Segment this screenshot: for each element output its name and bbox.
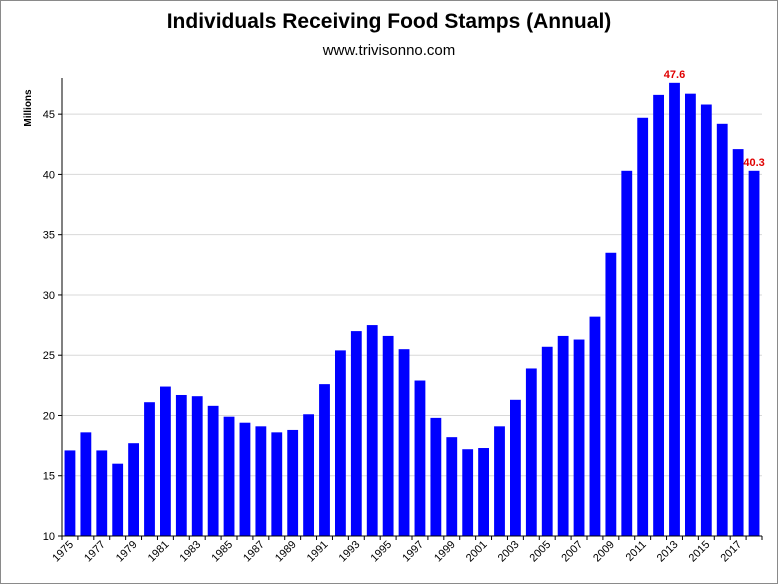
bar-2004 xyxy=(525,368,537,536)
bar-1988 xyxy=(271,432,283,536)
data-label-2013: 47.6 xyxy=(664,69,685,81)
x-tick-label-1987: 1987 xyxy=(241,539,267,565)
bar-2000 xyxy=(462,449,474,536)
x-tick-label-1995: 1995 xyxy=(368,539,394,565)
x-tick-label-2005: 2005 xyxy=(528,539,554,565)
data-labels: 47.6 40.3 xyxy=(664,69,765,169)
bar-1991 xyxy=(319,384,330,536)
bar-2018 xyxy=(748,170,760,536)
x-tick-label-1985: 1985 xyxy=(209,539,235,565)
bar-1987 xyxy=(255,426,267,536)
bar-2002 xyxy=(494,426,505,536)
bar-2011 xyxy=(637,117,649,536)
x-tick-label-2009: 2009 xyxy=(591,539,617,565)
bar-1980 xyxy=(144,402,155,536)
x-tick-label-1981: 1981 xyxy=(146,539,172,565)
bar-1994 xyxy=(366,325,378,536)
x-ticks: 1975 1977 1979 1981 1983 1985 1987 1989 1991 1993… xyxy=(50,536,763,565)
y-tick-label-10: 10 xyxy=(43,531,55,543)
bar-2017 xyxy=(732,149,744,536)
bar-1981 xyxy=(160,386,171,536)
x-tick-label-2011: 2011 xyxy=(624,539,649,564)
x-tick-label-1999: 1999 xyxy=(432,539,458,565)
y-tick-label-20: 20 xyxy=(43,410,55,422)
y-tick-label-30: 30 xyxy=(43,290,55,302)
bar-2009 xyxy=(605,252,617,536)
x-tick-label-2017: 2017 xyxy=(718,539,744,565)
bar-1978 xyxy=(112,463,124,536)
bar-2016 xyxy=(716,123,728,537)
bar-2012 xyxy=(653,94,664,536)
bar-2007 xyxy=(573,339,585,536)
bar-1997 xyxy=(414,380,426,536)
x-tick-label-1977: 1977 xyxy=(82,539,108,565)
bar-1985 xyxy=(223,416,235,536)
bar-1996 xyxy=(398,349,410,536)
y-axis-label: Millions xyxy=(23,89,34,127)
bar-2015 xyxy=(700,104,712,536)
bar-1979 xyxy=(128,443,139,536)
y-tick-label-15: 15 xyxy=(43,471,55,483)
bar-2010 xyxy=(621,170,633,536)
bar-2008 xyxy=(589,316,601,536)
y-tick-label-40: 40 xyxy=(43,169,55,181)
bar-1992 xyxy=(335,350,346,536)
x-tick-label-1983: 1983 xyxy=(178,539,204,565)
y-tick-label-35: 35 xyxy=(43,230,55,242)
bar-1977 xyxy=(96,450,108,536)
bar-1998 xyxy=(430,417,442,536)
x-tick-label-2001: 2001 xyxy=(464,539,490,565)
bar-2005 xyxy=(541,346,553,536)
bar-2006 xyxy=(557,335,569,536)
bar-2013 xyxy=(669,82,680,537)
bar-1983 xyxy=(191,396,203,536)
x-tick-label-1979: 1979 xyxy=(114,539,140,565)
bar-1989 xyxy=(287,429,299,536)
chart-title: Individuals Receiving Food Stamps (Annua… xyxy=(166,10,612,33)
bar-1993 xyxy=(350,331,362,536)
x-tick-label-1993: 1993 xyxy=(337,539,363,565)
x-tick-label-2015: 2015 xyxy=(687,539,713,565)
x-tick-label-2007: 2007 xyxy=(559,539,585,565)
bar-1975 xyxy=(64,450,76,536)
bar-1999 xyxy=(446,437,458,536)
data-label-2018: 40.3 xyxy=(743,157,764,169)
x-tick-label-2003: 2003 xyxy=(496,539,522,565)
bar-1984 xyxy=(207,405,219,536)
y-ticks: 10 15 20 25 30 35 40 45 xyxy=(43,109,62,543)
chart-subtitle: www.trivisonno.com xyxy=(322,42,456,59)
x-tick-label-1989: 1989 xyxy=(273,539,299,565)
bar-1995 xyxy=(382,335,394,536)
y-tick-label-25: 25 xyxy=(43,350,55,362)
bar-2001 xyxy=(478,448,489,536)
x-tick-label-2013: 2013 xyxy=(655,539,681,565)
x-tick-label-1997: 1997 xyxy=(400,539,426,565)
x-tick-label-1991: 1991 xyxy=(305,539,331,565)
bars xyxy=(64,82,760,537)
bar-1986 xyxy=(239,422,251,536)
bar-2003 xyxy=(510,399,521,536)
bar-1982 xyxy=(175,394,187,536)
y-tick-label-45: 45 xyxy=(43,109,55,121)
bar-1976 xyxy=(80,432,92,536)
bar-2014 xyxy=(685,93,696,536)
bar-1990 xyxy=(303,414,314,536)
